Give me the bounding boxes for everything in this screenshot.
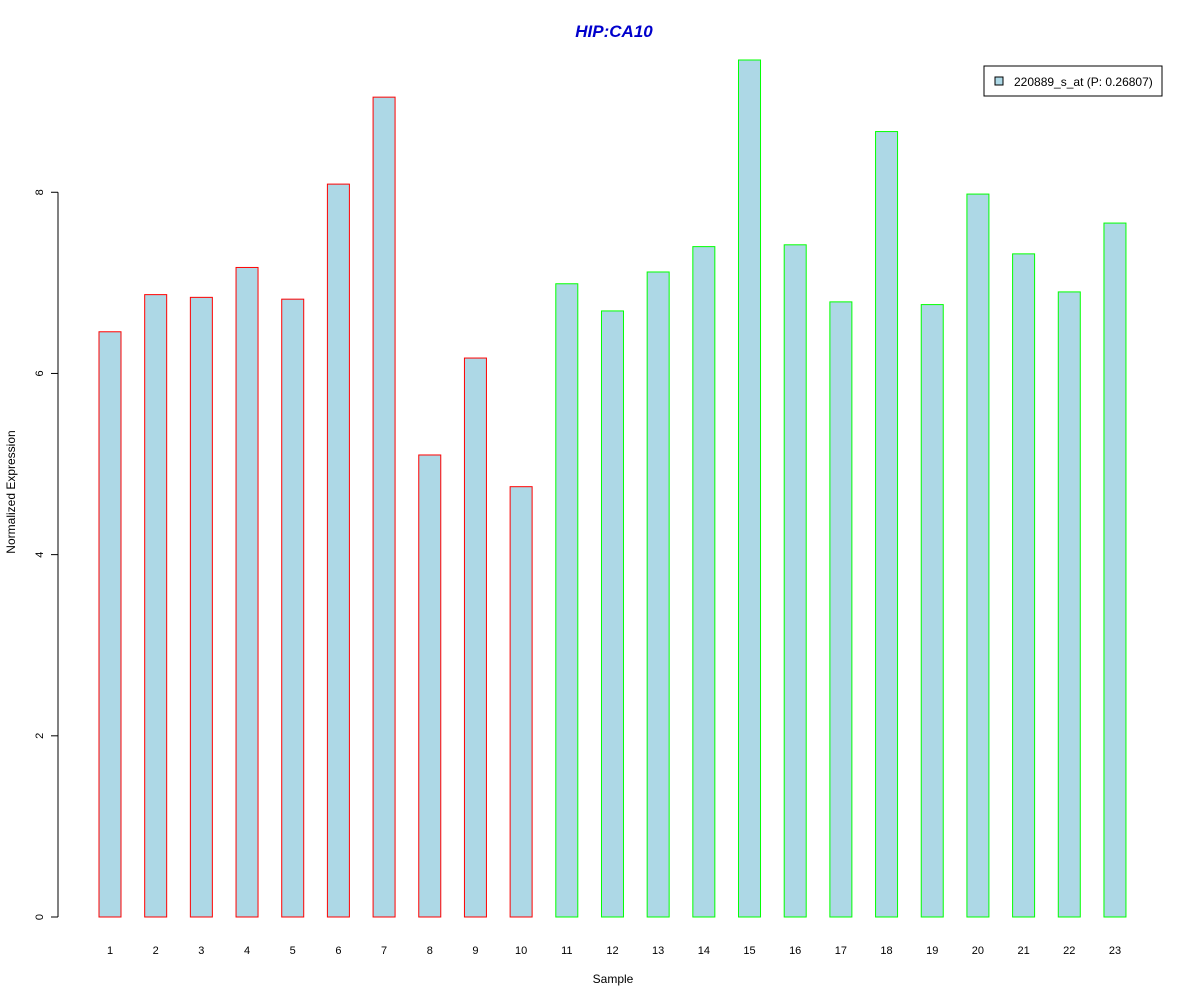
x-tick-label: 19 [926,945,938,957]
y-tick-label: 2 [34,733,46,739]
bar [1103,222,1127,918]
x-tick-label: 18 [880,945,892,957]
x-tick-label: 3 [198,945,204,957]
x-tick-label: 9 [472,945,478,957]
x-tick-label: 8 [427,945,433,957]
y-tick-label: 8 [34,189,46,195]
x-tick-label: 7 [381,945,387,957]
x-axis-label: Sample [593,972,634,986]
bar [98,331,122,918]
y-axis: 0 2 4 6 8 [34,189,59,920]
x-tick-labels: 1 2 3 4 5 6 7 8 9 10 11 12 13 14 15 16 17 18 19 20 21 22 23 [107,945,1121,957]
x-tick-label: 22 [1063,945,1075,957]
x-tick-label: 13 [652,945,664,957]
legend: 220889_s_at (P: 0.26807) [983,65,1163,97]
bar [326,183,350,918]
bar [235,266,259,918]
x-tick-label: 6 [335,945,341,957]
bar [692,246,716,918]
bar [829,301,853,918]
bar [509,486,533,918]
x-tick-label: 1 [107,945,113,957]
bar [189,296,213,918]
bar [372,96,396,918]
bar [1012,253,1036,918]
bar [1057,291,1081,918]
legend-box [983,65,1163,97]
x-tick-label: 17 [835,945,847,957]
bar [738,59,762,918]
x-tick-label: 15 [743,945,755,957]
x-tick-label: 21 [1017,945,1029,957]
bar [966,193,990,918]
bar [783,244,807,918]
bar [920,304,944,918]
x-tick-label: 20 [972,945,984,957]
x-tick-label: 23 [1109,945,1121,957]
y-tick-label: 0 [34,914,46,920]
chart-title: HIP:CA10 [575,22,653,41]
bar [600,310,624,918]
x-tick-label: 4 [244,945,250,957]
y-tick-label: 4 [34,552,46,558]
x-tick-label: 5 [290,945,296,957]
bar [144,294,168,918]
y-tick-label: 6 [34,370,46,376]
x-tick-label: 11 [561,945,572,957]
legend-swatch [994,76,1004,86]
bar [555,283,579,918]
x-tick-label: 16 [789,945,801,957]
x-tick-label: 10 [515,945,527,957]
x-tick-label: 2 [153,945,159,957]
y-axis-label: Normalized Expression [4,430,18,553]
bar [646,271,670,918]
bar [418,454,442,918]
bar [281,298,305,918]
legend-label: 220889_s_at (P: 0.26807) [1014,75,1153,89]
bars-group [98,59,1127,918]
bar [875,131,899,918]
x-tick-label: 14 [698,945,710,957]
x-tick-label: 12 [606,945,618,957]
bar [463,357,487,918]
